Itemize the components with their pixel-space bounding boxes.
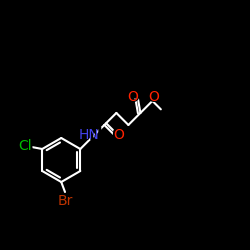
Text: HN: HN — [76, 126, 103, 144]
Text: O: O — [125, 88, 140, 106]
Text: Cl: Cl — [16, 137, 34, 155]
Text: Br: Br — [58, 194, 74, 208]
Text: O: O — [148, 90, 159, 104]
Text: O: O — [146, 88, 161, 106]
Text: O: O — [127, 90, 138, 104]
Text: Cl: Cl — [18, 139, 32, 153]
Text: Br: Br — [55, 192, 76, 210]
Text: O: O — [113, 128, 124, 142]
Text: O: O — [111, 126, 126, 144]
Text: HN: HN — [79, 128, 100, 142]
